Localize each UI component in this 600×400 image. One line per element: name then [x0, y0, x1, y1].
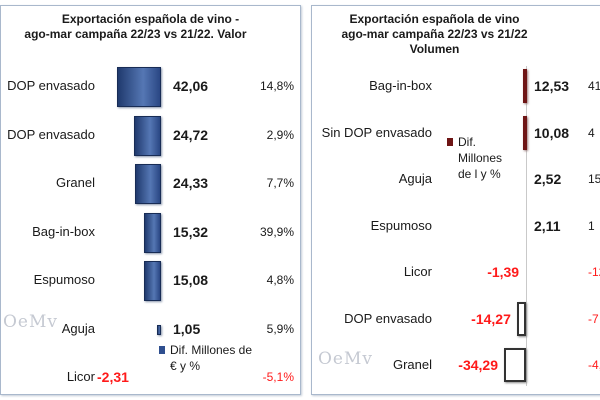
- legend-swatch: [159, 346, 165, 354]
- value-label: -2,31: [97, 369, 129, 385]
- category-label: Sin DOP envasado: [321, 124, 432, 140]
- zero-axis: [526, 66, 527, 386]
- value-chart-title-line-1: Exportación española de vino -: [61, 12, 240, 26]
- category-label: Bag-in-box: [369, 78, 432, 93]
- volume-chart-title: Exportación española de vino ago-mar cam…: [312, 12, 600, 57]
- volume-chart-panel: Exportación española de vino ago-mar cam…: [311, 5, 600, 395]
- legend-label-line-2: € y %: [170, 359, 201, 373]
- volume-chart-title-line-2: ago-mar campaña 22/23 vs 21/22: [341, 27, 528, 41]
- category-label: Licor: [403, 264, 432, 279]
- value-label: 10,08: [534, 124, 570, 141]
- oemv-logo: OeMv: [3, 312, 59, 332]
- value-bar: [134, 115, 161, 156]
- value-label: -34,29: [458, 357, 498, 373]
- legend-label-line-2: Millones: [458, 151, 503, 165]
- value-chart-title: Exportación española de vino - ago-mar c…: [1, 12, 300, 42]
- value-label: -14,27: [471, 310, 511, 327]
- pct-label: 7,7%: [266, 176, 294, 190]
- pct-label: -7: [588, 311, 599, 326]
- volume-chart-legend: Dif. Millones de l y %: [447, 134, 502, 182]
- volume-chart-title-line-3: Volumen: [409, 42, 460, 56]
- volume-bar: [523, 115, 527, 150]
- pct-label: 39,9%: [259, 224, 294, 239]
- value-label: 24,33: [173, 175, 209, 191]
- value-bar: [143, 212, 161, 253]
- pct-label: 14,8%: [259, 79, 294, 93]
- volume-bar: [523, 69, 527, 103]
- oemv-logo: OeMv: [318, 349, 374, 369]
- category-label: Licor: [66, 369, 95, 384]
- pct-label: 1: [588, 218, 595, 233]
- value-label: 1,05: [173, 320, 201, 337]
- pct-label: -4,3%: [588, 358, 600, 372]
- volume-chart-title-line-1: Exportación española de vino: [349, 12, 520, 26]
- category-label: Bag-in-box: [32, 223, 95, 239]
- value-bar: [116, 67, 161, 107]
- legend-label-line-3: de l y %: [458, 167, 501, 181]
- value-label: 2,52: [534, 171, 562, 187]
- category-label: Espumoso: [33, 272, 95, 287]
- pct-label: -5,1%: [262, 370, 294, 384]
- value-bar: [143, 261, 161, 301]
- value-label: 2,11: [534, 217, 561, 234]
- pct-label: 41: [588, 79, 600, 93]
- category-label: Aguja: [61, 320, 95, 336]
- value-label: -1,39: [487, 264, 520, 280]
- pct-label: 15: [588, 172, 600, 186]
- volume-bar: [504, 348, 526, 382]
- value-label: 42,06: [173, 78, 209, 94]
- category-label: DOP envasado: [7, 78, 95, 93]
- value-bar: [134, 164, 161, 204]
- value-label: 15,32: [173, 223, 209, 240]
- legend-label-line-1: Dif.: [458, 135, 476, 149]
- pct-label: 5,9%: [266, 321, 294, 336]
- pct-label: 2,9%: [266, 127, 294, 142]
- pct-label: 4: [588, 125, 595, 140]
- category-label: Espumoso: [370, 217, 432, 233]
- category-label: DOP envasado: [344, 310, 432, 326]
- legend-swatch: [447, 138, 453, 146]
- value-label: 15,08: [173, 272, 209, 288]
- value-chart-title-line-2: ago-mar campaña 22/23 vs 21/22. Valor: [24, 27, 247, 41]
- volume-bar: [516, 301, 526, 336]
- pct-label: 4,8%: [266, 273, 294, 287]
- value-bar: [157, 324, 161, 335]
- pct-label: -12: [588, 265, 600, 279]
- category-label: Granel: [55, 175, 95, 190]
- value-label: 24,72: [173, 126, 209, 143]
- category-label: Granel: [392, 357, 432, 372]
- value-label: 12,53: [534, 78, 570, 94]
- legend-label-line-1: Dif. Millones de: [170, 343, 253, 357]
- category-label: DOP envasado: [7, 126, 95, 142]
- value-chart-legend: Dif. Millones de € y %: [159, 342, 252, 374]
- value-chart-panel: Exportación española de vino - ago-mar c…: [0, 5, 301, 395]
- category-label: Aguja: [398, 171, 432, 186]
